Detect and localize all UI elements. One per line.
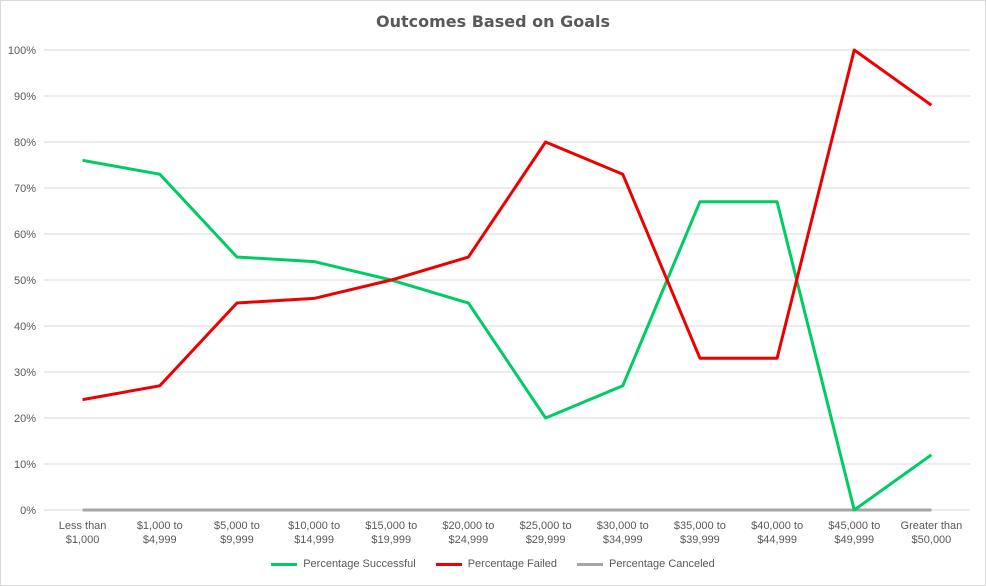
legend-item: Percentage Failed — [435, 558, 557, 570]
x-tick-label: $1,000 to $4,999 — [137, 520, 183, 546]
chart-legend: Percentage Successful Percentage Failed Pe… — [0, 558, 986, 570]
x-tick-label: Greater than $50,000 — [901, 520, 963, 546]
x-tick-label: Less than $1,000 — [59, 520, 107, 546]
y-tick-label: 90% — [14, 91, 36, 103]
x-tick-label: $15,000 to $19,999 — [365, 520, 417, 546]
legend-item: Percentage Canceled — [577, 558, 715, 570]
y-tick-label: 80% — [14, 137, 36, 149]
y-tick-label: 70% — [14, 183, 36, 195]
legend-swatch — [435, 562, 462, 566]
x-tick-label: $25,000 to $29,999 — [520, 520, 572, 546]
legend-label: Percentage Successful — [303, 558, 416, 570]
y-tick-label: 10% — [14, 459, 36, 471]
legend-label: Percentage Failed — [467, 558, 557, 570]
legend-item: Percentage Successful — [271, 558, 416, 570]
y-tick-label: 20% — [14, 413, 36, 425]
y-tick-label: 0% — [20, 505, 36, 517]
y-tick-label: 40% — [14, 321, 36, 333]
x-tick-label: $5,000 to $9,999 — [214, 520, 260, 546]
chart-title: Outcomes Based on Goals — [375, 12, 610, 31]
x-tick-label: $30,000 to $34,999 — [597, 520, 649, 546]
x-tick-label: $35,000 to $39,999 — [674, 520, 726, 546]
x-tick-label: $40,000 to $44,999 — [751, 520, 803, 546]
y-tick-label: 100% — [8, 45, 36, 57]
y-tick-label: 30% — [14, 367, 36, 379]
y-tick-label: 50% — [14, 275, 36, 287]
y-tick-label: 60% — [14, 229, 36, 241]
legend-label: Percentage Canceled — [609, 558, 715, 570]
x-tick-label: $45,000 to $49,999 — [828, 520, 880, 546]
x-tick-label: $20,000 to $24,999 — [442, 520, 494, 546]
series-line — [82, 158, 933, 512]
x-tick-label: $10,000 to $14,999 — [288, 520, 340, 546]
legend-swatch — [271, 562, 298, 566]
series-line — [82, 48, 933, 402]
legend-swatch — [577, 562, 603, 566]
